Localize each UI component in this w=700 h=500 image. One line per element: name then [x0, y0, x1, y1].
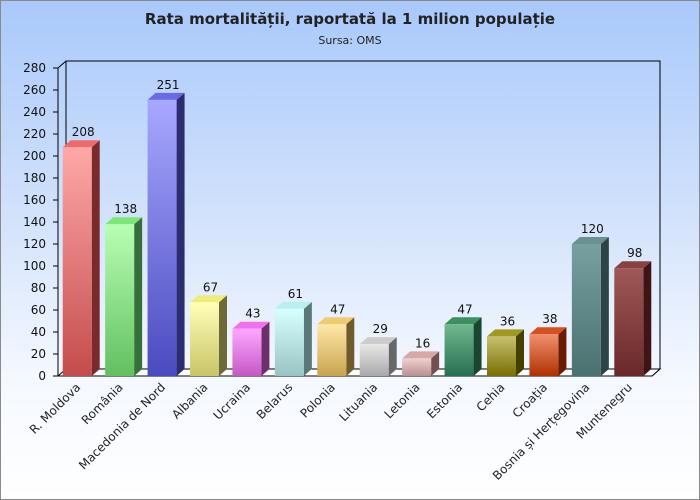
bar-top	[444, 317, 482, 325]
data-label: 120	[581, 222, 604, 236]
bar	[359, 344, 389, 376]
y-tick-label: 60	[31, 303, 46, 317]
bar	[487, 336, 516, 376]
y-tick-label: 240	[23, 105, 46, 119]
bar	[444, 324, 474, 376]
data-label: 47	[330, 302, 345, 316]
bar	[190, 302, 219, 376]
bar-side	[431, 351, 440, 376]
chart-subtitle: Sursa: OMS	[318, 34, 382, 47]
bar	[402, 358, 432, 376]
x-tick-label: R. Moldova	[27, 380, 84, 437]
bar-top	[614, 261, 652, 269]
y-tick-label: 160	[23, 193, 46, 207]
y-tick-label: 100	[23, 259, 46, 273]
y-tick-label: 200	[23, 149, 46, 163]
x-tick-label: Belarus	[254, 380, 296, 422]
bar-top	[62, 140, 100, 148]
data-label: 38	[542, 312, 557, 326]
x-tick-label: Croația	[510, 380, 550, 420]
x-tick-label: Ucraina	[211, 380, 253, 422]
bar-side	[134, 217, 143, 376]
bar-top	[402, 351, 440, 359]
bar	[317, 324, 347, 376]
x-tick-label: Macedonia de Nord	[76, 380, 168, 472]
data-label: 208	[72, 125, 95, 139]
x-tick-label: Polonia	[298, 380, 338, 420]
data-label: 61	[288, 287, 303, 301]
bar-side	[219, 295, 227, 376]
bar	[147, 99, 177, 377]
data-label: 251	[157, 78, 180, 92]
bar-top	[147, 92, 185, 100]
bar-side	[346, 317, 355, 376]
bar-side	[516, 329, 524, 376]
bar-side	[643, 261, 652, 376]
y-tick-label: 0	[38, 369, 46, 383]
bar-side	[176, 92, 185, 377]
bar	[105, 224, 135, 376]
y-tick-label: 80	[31, 281, 46, 295]
x-tick-label: Cehia	[474, 380, 508, 414]
bar-side	[473, 317, 482, 376]
bar	[571, 244, 601, 376]
data-label: 43	[245, 307, 260, 321]
y-tick-label: 260	[23, 83, 46, 97]
bar-top	[317, 317, 355, 325]
x-tick-label: Albania	[169, 380, 211, 422]
x-tick-label: Estonia	[424, 380, 465, 421]
bar-side	[558, 327, 567, 376]
data-label: 98	[627, 246, 642, 260]
data-label: 67	[203, 280, 218, 294]
data-label: 36	[500, 314, 515, 328]
bar-top	[487, 329, 524, 337]
y-tick-label: 120	[23, 237, 46, 251]
bar	[232, 328, 262, 376]
bar	[62, 147, 92, 376]
x-tick-label: Lituania	[337, 380, 381, 424]
bar	[529, 334, 559, 376]
bar-side	[261, 321, 270, 376]
bar	[274, 308, 304, 376]
y-tick-label: 40	[31, 325, 46, 339]
bar-top	[232, 321, 270, 329]
data-label: 16	[415, 336, 430, 350]
bar-top	[359, 337, 397, 345]
bar-side	[600, 237, 609, 376]
chart-title: Rata mortalității, raportată la 1 milion…	[144, 10, 556, 28]
data-label: 47	[457, 302, 472, 316]
bar-side	[91, 140, 100, 376]
y-tick-label: 180	[23, 171, 46, 185]
y-tick-label: 140	[23, 215, 46, 229]
bar-top	[529, 327, 567, 335]
x-tick-label: Letonia	[382, 380, 423, 421]
data-label: 138	[114, 202, 137, 216]
bar-side	[388, 337, 397, 376]
y-tick-label: 20	[31, 347, 46, 361]
data-label: 29	[373, 322, 388, 336]
y-tick-label: 220	[23, 127, 46, 141]
bar-top	[571, 237, 609, 244]
bar-top	[190, 295, 227, 303]
bar-side	[303, 301, 312, 376]
bar-top	[274, 301, 312, 309]
bar	[614, 268, 644, 376]
y-tick-label: 280	[23, 61, 46, 75]
bar-top	[105, 217, 143, 225]
